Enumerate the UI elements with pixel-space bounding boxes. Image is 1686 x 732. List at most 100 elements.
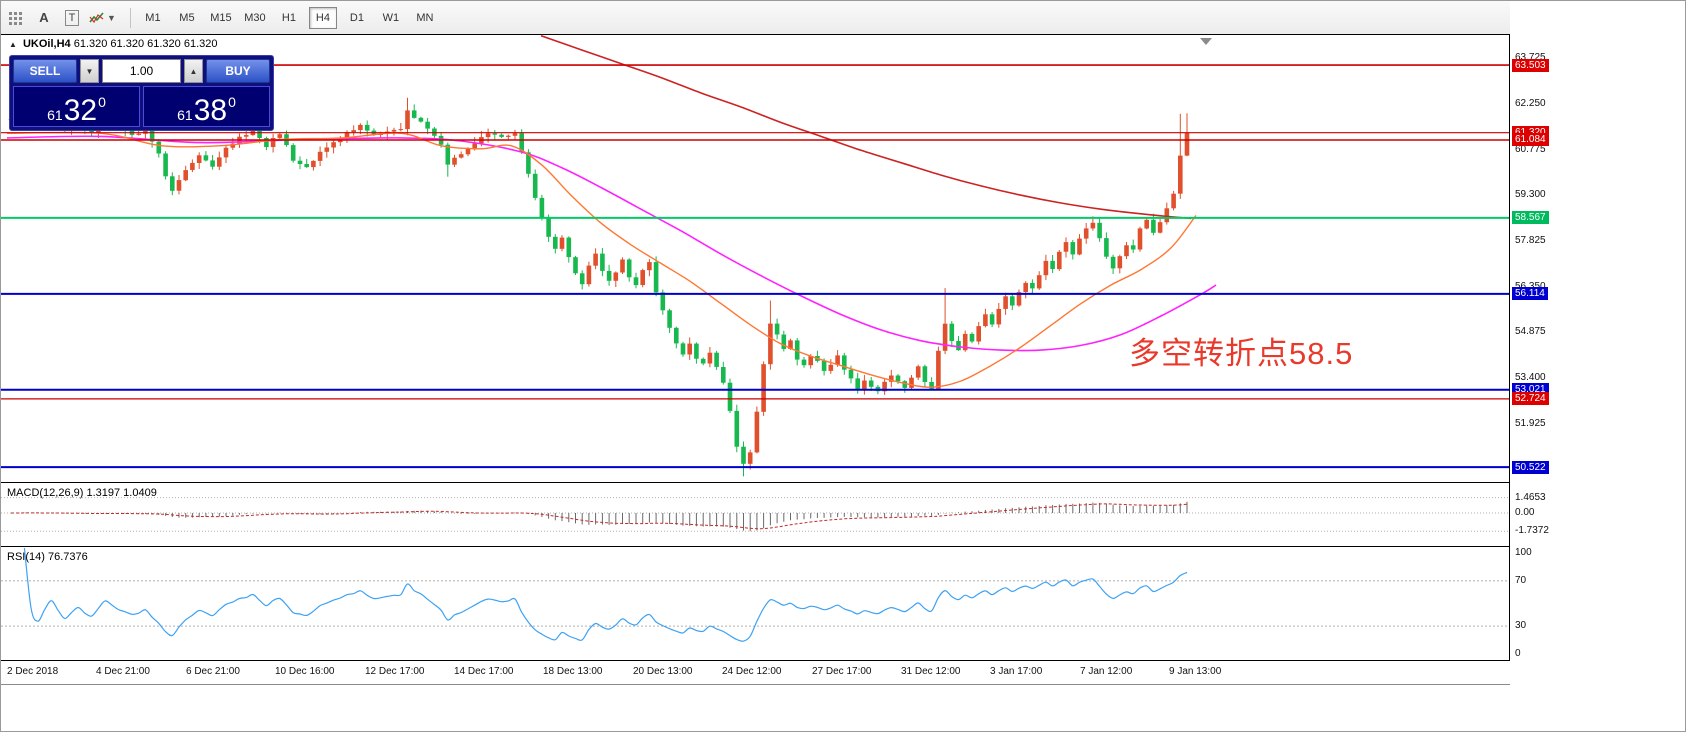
price-axis-label: 54.875 [1515, 326, 1546, 337]
macd-chart[interactable] [1, 483, 1509, 546]
macd-axis-label: 0.00 [1515, 507, 1535, 518]
toolbar: A T ▼ M1 M5 M15 M30 H1 H4 D1 W1 MN [1, 1, 1685, 34]
tf-button-w1[interactable]: W1 [382, 11, 400, 24]
time-axis-label: 9 Jan 13:00 [1169, 666, 1222, 677]
rsi-axis-label: 70 [1515, 575, 1527, 586]
tf-button-m15[interactable]: M15 [210, 11, 232, 24]
macd-gridlines [1, 497, 1509, 532]
candles [8, 97, 1190, 477]
ohlc-values: 61.320 61.320 61.320 61.320 [73, 38, 218, 50]
sell-price-int: 61 [47, 106, 63, 123]
trade-panel-price-row: 61 32 0 61 38 0 [13, 86, 270, 127]
macd-axis-label: -1.7372 [1515, 525, 1549, 536]
tf-button-m1[interactable]: M1 [145, 11, 161, 24]
buy-price-display[interactable]: 61 38 0 [143, 86, 270, 127]
horizontal-levels[interactable] [1, 64, 1509, 469]
slow-ma [540, 35, 1192, 220]
rsi-line [23, 548, 1188, 642]
chart-annotation: 多空转折点58.5 [1129, 336, 1354, 371]
tf-button-m5[interactable]: M5 [179, 11, 195, 24]
macd-histogram [17, 501, 1188, 532]
macd-signal-line [11, 503, 1188, 530]
time-axis-label: 20 Dec 13:00 [633, 666, 693, 677]
sell-price-pips: 32 [63, 93, 98, 127]
sell-price-point: 0 [98, 94, 106, 110]
a-glyph: A [39, 10, 49, 25]
rsi-pane-separator[interactable] [1, 546, 1685, 547]
chart-shift-marker[interactable] [1200, 38, 1212, 45]
time-axis-label: 3 Jan 17:00 [990, 666, 1043, 677]
text-tool-icon[interactable]: T [61, 7, 83, 29]
time-axis-label: 12 Dec 17:00 [365, 666, 425, 677]
chart-top-border [1, 34, 1685, 35]
buy-price-point: 0 [228, 94, 236, 110]
volume-increase-button[interactable]: ▲ [184, 59, 203, 83]
time-axis-label: 2 Dec 2018 [7, 666, 59, 677]
grid-icon[interactable] [5, 7, 27, 29]
buy-price-pips: 38 [193, 93, 228, 127]
volume-input[interactable]: 1.00 [102, 59, 181, 83]
price-level-badge: 52.724 [1512, 392, 1549, 405]
t-glyph: T [64, 9, 80, 26]
price-axis-label: 63.725 [1515, 52, 1546, 63]
time-axis-label: 7 Jan 12:00 [1080, 666, 1133, 677]
time-axis-label: 10 Dec 16:00 [275, 666, 335, 677]
price-level-badge: 61.084 [1512, 133, 1549, 146]
fast-ma [6, 131, 1197, 388]
timeframe-group: M1 M5 M15 M30 H1 H4 D1 W1 MN [139, 6, 445, 29]
time-axis-separator [1, 660, 1685, 661]
moving-averages [6, 35, 1217, 388]
macd-pane-separator[interactable] [1, 482, 1685, 483]
one-click-trade-panel: SELL ▼ 1.00 ▲ BUY 61 32 0 61 38 0 [9, 55, 274, 131]
rsi-axis-label: 100 [1515, 547, 1532, 558]
macd-axis-label: 1.4653 [1515, 492, 1546, 503]
price-axis-label: 62.250 [1515, 98, 1546, 109]
tf-button-h1[interactable]: H1 [281, 11, 296, 24]
time-axis[interactable]: 2 Dec 2018 4 Dec 21:00 6 Dec 21:00 10 Dec 1… [1, 661, 1685, 684]
mid-ma [6, 135, 1217, 352]
time-axis-label: 27 Dec 17:00 [812, 666, 872, 677]
price-axis-label: 53.400 [1515, 372, 1546, 383]
volume-decrease-button[interactable]: ▼ [80, 59, 99, 83]
toolbar-separator [129, 7, 131, 28]
rsi-chart[interactable] [1, 547, 1509, 660]
time-axis-label: 18 Dec 13:00 [543, 666, 603, 677]
tf-button-m30[interactable]: M30 [244, 11, 266, 24]
price-level-badge: 50.522 [1512, 461, 1549, 474]
time-axis-label: 14 Dec 17:00 [454, 666, 514, 677]
price-axis-label: 57.825 [1515, 235, 1546, 246]
price-level-badge: 56.114 [1512, 287, 1548, 300]
buy-button[interactable]: BUY [206, 59, 270, 83]
rsi-axis-label: 30 [1515, 620, 1527, 631]
sell-price-display[interactable]: 61 32 0 [13, 86, 140, 127]
sell-button[interactable]: SELL [13, 59, 77, 83]
time-axis-label: 4 Dec 21:00 [96, 666, 150, 677]
chart-title: ▲ UKOil,H4 61.320 61.320 61.320 61.320 [9, 38, 217, 50]
grid-icon-glyph [9, 11, 22, 25]
buy-price-int: 61 [177, 106, 193, 123]
window-bottom-border [1, 684, 1685, 685]
price-axis-label: 56.350 [1515, 281, 1546, 292]
time-axis-label: 6 Dec 21:00 [186, 666, 240, 677]
price-level-badge: 58.567 [1512, 211, 1549, 224]
price-axis-label: 60.775 [1515, 144, 1546, 155]
chevron-down-icon: ▼ [107, 12, 116, 23]
rsi-axis-label: 0 [1515, 648, 1521, 659]
price-axis-label: 51.925 [1515, 418, 1546, 429]
indicator-glyph [89, 11, 104, 23]
indicators-icon[interactable]: ▼ [89, 7, 116, 29]
collapse-trade-panel-icon[interactable]: ▲ [9, 40, 17, 49]
text-label-a-icon[interactable]: A [33, 7, 55, 29]
price-axis-label: 59.300 [1515, 189, 1546, 200]
symbol-period-label: UKOil,H4 [22, 38, 71, 50]
tf-button-h4[interactable]: H4 [308, 6, 337, 29]
time-axis-label: 31 Dec 12:00 [901, 666, 961, 677]
tf-button-mn[interactable]: MN [416, 11, 434, 24]
trade-panel-top-row: SELL ▼ 1.00 ▲ BUY [13, 59, 270, 83]
macd-label: MACD(12,26,9) 1.3197 1.0409 [7, 487, 157, 499]
tf-button-d1[interactable]: D1 [349, 11, 364, 24]
rsi-label: RSI(14) 76.7376 [7, 551, 88, 563]
time-axis-label: 24 Dec 12:00 [722, 666, 782, 677]
price-axis[interactable]: 63.725 62.250 60.775 59.300 57.825 56.350 54.8… [1510, 1, 1685, 685]
